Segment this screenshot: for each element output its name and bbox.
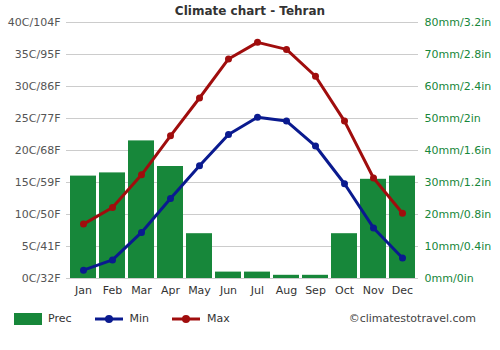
html-text:Min: Min: [129, 312, 150, 325]
svg-text:15C/59F: 15C/59F: [15, 176, 61, 189]
svg-text:80mm/3.2in: 80mm/3.2in: [425, 16, 492, 29]
svg-text:Jul: Jul: [250, 284, 264, 297]
svg-text:Jun: Jun: [219, 284, 237, 297]
svg-text:Mar: Mar: [131, 284, 152, 297]
svg-text:50mm/2in: 50mm/2in: [425, 112, 481, 125]
svg-text:60mm/2.4in: 60mm/2.4in: [425, 80, 492, 93]
svg-text:30C/86F: 30C/86F: [15, 80, 61, 93]
html-text:©climatestotravel.com: ©climatestotravel.com: [348, 312, 476, 325]
svg-text:25C/77F: 25C/77F: [15, 112, 61, 125]
svg-text:20mm/0.8in: 20mm/0.8in: [425, 208, 492, 221]
html-text:Prec: Prec: [48, 312, 72, 325]
svg-text:0mm/0in: 0mm/0in: [425, 272, 474, 285]
svg-text:Jan: Jan: [74, 284, 92, 297]
svg-text:Apr: Apr: [161, 284, 181, 297]
svg-text:40C/104F: 40C/104F: [8, 16, 61, 29]
svg-text:40mm/1.6in: 40mm/1.6in: [425, 144, 492, 157]
svg-text:Feb: Feb: [103, 284, 122, 297]
svg-text:0C/32F: 0C/32F: [22, 272, 61, 285]
svg-text:Oct: Oct: [335, 284, 355, 297]
svg-text:Dec: Dec: [392, 284, 413, 297]
svg-text:Nov: Nov: [363, 284, 385, 297]
svg-text:10C/50F: 10C/50F: [15, 208, 61, 221]
svg-text:5C/41F: 5C/41F: [22, 240, 61, 253]
html-text:Max: Max: [207, 312, 230, 325]
svg-text:10mm/0.4in: 10mm/0.4in: [425, 240, 492, 253]
svg-text:70mm/2.8in: 70mm/2.8in: [425, 48, 492, 61]
svg-text:20C/68F: 20C/68F: [15, 144, 61, 157]
html-text:Climate chart - Tehran: Climate chart - Tehran: [174, 4, 326, 18]
svg-text:Aug: Aug: [276, 284, 297, 297]
svg-text:30mm/1.2in: 30mm/1.2in: [425, 176, 492, 189]
svg-text:May: May: [188, 284, 211, 297]
svg-text:35C/95F: 35C/95F: [15, 48, 61, 61]
svg-text:Sep: Sep: [305, 284, 326, 297]
